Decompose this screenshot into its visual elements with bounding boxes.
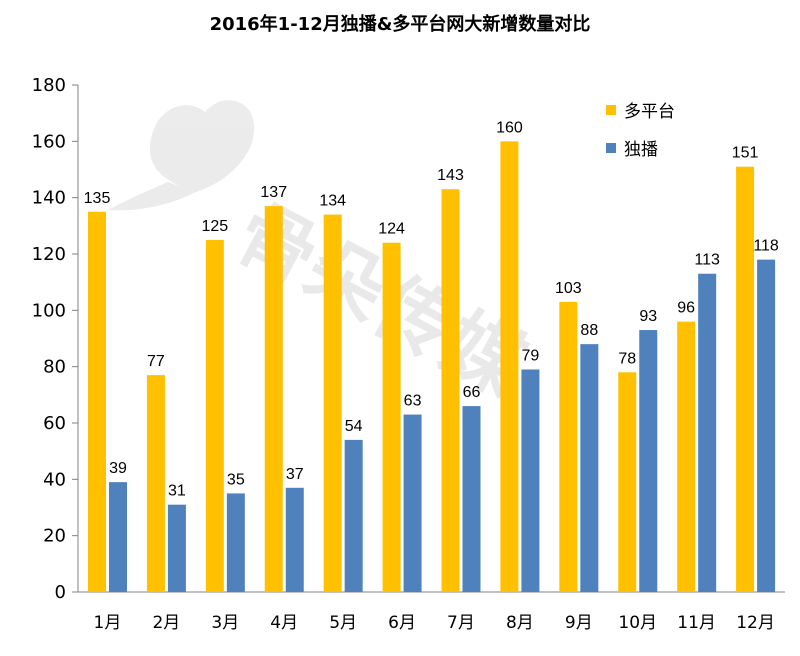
data-labels: 135 39 77 31 125 35 137 37 134 54 124 63 143 66 160 79 1… (84, 119, 779, 499)
chart-title: 2016年1-12月独播&多平台网大新增数量对比 (210, 13, 591, 35)
x-tick-label: 7月 (447, 613, 475, 633)
bar-exclusive (285, 487, 304, 592)
flower-logo-icon (108, 100, 255, 211)
bar-exclusive (639, 330, 658, 592)
data-label-exclusive: 35 (227, 471, 245, 488)
bar-multi-platform (441, 189, 460, 592)
y-tick-label: 20 (43, 526, 66, 547)
bar-multi-platform (323, 214, 342, 593)
bar-exclusive (109, 482, 127, 592)
legend-label-exclusive: 独播 (624, 140, 658, 160)
bar-multi-platform (205, 239, 224, 592)
x-tick-label: 5月 (329, 613, 357, 633)
data-label-multi-platform: 137 (260, 184, 287, 201)
data-label-exclusive: 54 (345, 418, 363, 435)
data-label-exclusive: 79 (522, 347, 540, 364)
bar-exclusive (757, 259, 776, 592)
data-label-exclusive: 31 (168, 483, 186, 500)
bar-multi-platform (559, 301, 578, 592)
bar-exclusive (226, 493, 245, 592)
data-label-multi-platform: 151 (732, 145, 759, 162)
data-label-multi-platform: 103 (555, 280, 582, 297)
legend-swatch-multi-platform (606, 105, 616, 115)
y-tick-label: 140 (32, 188, 66, 209)
data-label-multi-platform: 135 (84, 190, 111, 207)
x-axis-labels: 1月 2月 3月 4月 5月 6月 7月 8月 9月 10月 11月 12月 (94, 613, 775, 633)
x-tick-label: 10月 (618, 613, 657, 633)
bar-multi-platform (618, 372, 637, 592)
bar-multi-platform (677, 321, 696, 592)
data-label-exclusive: 113 (694, 252, 720, 269)
data-label-multi-platform: 160 (496, 119, 523, 136)
data-label-multi-platform: 124 (378, 221, 405, 238)
bar-exclusive (698, 273, 717, 592)
data-label-multi-platform: 77 (147, 353, 165, 370)
bar-multi-platform (736, 166, 755, 592)
legend: 多平台 独播 (606, 102, 675, 160)
y-tick-label: 0 (55, 582, 66, 603)
bar-exclusive (462, 406, 481, 592)
data-label-exclusive: 39 (109, 460, 127, 477)
data-label-multi-platform: 143 (437, 167, 464, 184)
data-label-exclusive: 88 (580, 322, 598, 339)
x-tick-label: 3月 (211, 613, 239, 633)
x-tick-label: 8月 (506, 613, 534, 633)
y-tick-label: 40 (43, 469, 66, 490)
data-label-multi-platform: 96 (677, 300, 695, 317)
x-tick-label: 11月 (677, 613, 716, 633)
bar-multi-platform (146, 375, 165, 592)
x-tick-label: 4月 (270, 613, 298, 633)
bar-exclusive (580, 344, 599, 592)
data-label-multi-platform: 125 (201, 218, 228, 235)
x-tick-label: 2月 (152, 613, 180, 633)
data-label-multi-platform: 78 (618, 350, 636, 367)
data-label-exclusive: 37 (286, 466, 304, 483)
y-tick-label: 60 (43, 413, 66, 434)
y-tick-label: 80 (43, 357, 66, 378)
data-label-exclusive: 118 (753, 238, 779, 255)
y-axis-ticks: 0 20 40 60 80 100 120 140 160 180 (32, 75, 78, 603)
bar-multi-platform (264, 206, 283, 592)
bars (88, 141, 776, 593)
bar-multi-platform (382, 242, 401, 592)
data-label-exclusive: 93 (639, 308, 657, 325)
bar-exclusive (403, 414, 422, 592)
y-tick-label: 100 (32, 300, 66, 321)
y-tick-label: 180 (32, 75, 66, 96)
y-tick-label: 160 (32, 131, 66, 152)
legend-swatch-exclusive (606, 143, 616, 153)
x-tick-label: 1月 (94, 613, 122, 633)
bar-multi-platform (500, 141, 519, 593)
x-tick-label: 12月 (736, 613, 775, 633)
data-label-multi-platform: 134 (319, 193, 346, 210)
data-label-exclusive: 66 (463, 384, 481, 401)
data-label-exclusive: 63 (404, 393, 422, 410)
y-tick-label: 120 (32, 244, 66, 265)
bar-exclusive (344, 439, 363, 592)
x-tick-label: 6月 (388, 613, 416, 633)
bar-exclusive (521, 369, 540, 592)
bar-multi-platform (88, 211, 106, 592)
bar-exclusive (167, 504, 186, 592)
x-tick-label: 9月 (565, 613, 593, 633)
legend-label-multi-platform: 多平台 (624, 102, 675, 122)
